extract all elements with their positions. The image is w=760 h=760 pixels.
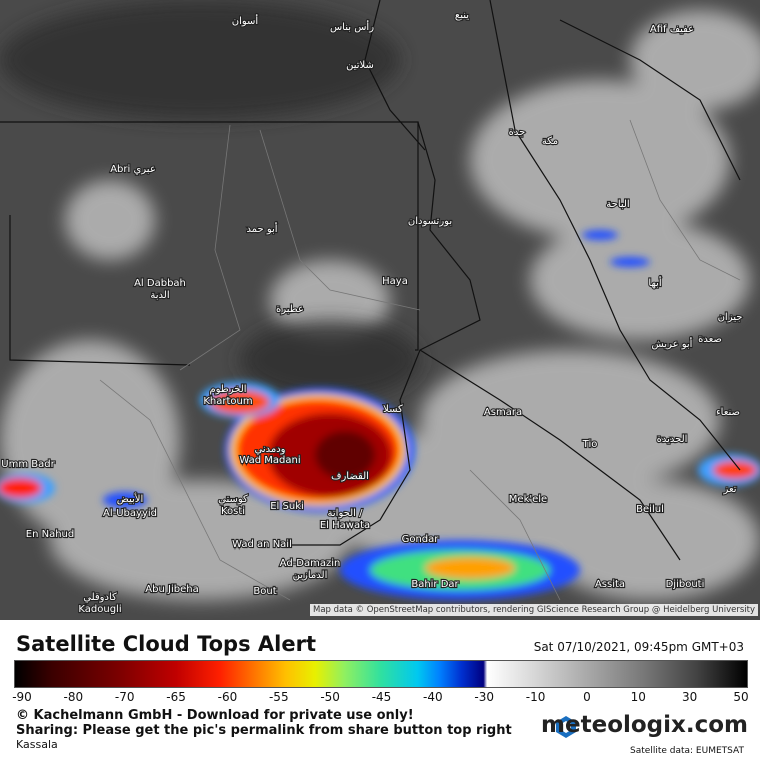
place-label: جدة [509,127,526,138]
place-label: صعدة [698,334,722,345]
timestamp: Sat 07/10/2021, 09:45pm GMT+03 [533,640,744,654]
place-label: Wad an Nail [232,539,292,550]
logo-icon [556,716,576,738]
place-label: Umm Badr [1,459,55,470]
place-label: أسوان [232,14,259,27]
sharing-note: Sharing: Please get the pic's permalink … [16,723,512,738]
scale-tick-label: -45 [371,690,392,704]
place-label: Gondar [402,534,440,545]
color-scale [14,660,748,688]
place-label: Abu Jibeha [145,584,198,595]
place-label: الحواتة / [328,508,364,519]
place-label: رأس بناس [330,20,374,33]
satellite-map: أسوان رأس بناس ينبع شلاتين Afif عفيف Abri عبر… [0,0,760,620]
place-label: القضارف [331,471,369,482]
scale-tick-label: -90 [12,690,32,704]
place-label: Tio [582,439,598,450]
place-label: أبها [648,276,661,289]
place-label: تعز [722,484,736,495]
place-label: صنعاء [716,407,740,418]
legend-panel: Satellite Cloud Tops Alert Sat 07/10/202… [0,620,760,760]
scale-tick-label: 30 [682,690,698,704]
place-label: Assita [595,579,625,590]
scale-tick-label: 10 [630,690,646,704]
place-label: أبو حمد [246,222,277,235]
scale-tick-label: -10 [525,690,546,704]
place-label: كسلا [383,404,403,415]
data-source: Satellite data: EUMETSAT [630,746,744,756]
place-label: Asmara [484,407,522,418]
scale-tick-label: -60 [217,690,238,704]
place-label: جيزان [718,312,743,323]
scale-tick-label: -55 [268,690,289,704]
place-label: مكة [542,136,558,147]
place-label: بورتسودان [408,216,452,227]
place-label: Kadougli [78,604,121,615]
map-attribution: Map data © OpenStreetMap contributors, r… [310,604,758,616]
title: Satellite Cloud Tops Alert [16,632,316,656]
place-label: ينبع [455,10,469,21]
place-label: Afif عفيف [650,24,694,35]
scale-tick-label: 0 [583,690,591,704]
location: Kassala [16,738,58,751]
place-label: Al Dabbah [134,278,186,289]
place-label: Abri عبري [110,164,156,175]
place-label: الباحة [606,199,629,210]
copyright: © Kachelmann GmbH - Download for private… [16,708,414,723]
place-label: كوستي [218,494,248,505]
scale-tick-label: -70 [114,690,135,704]
place-label: El Hawata [320,520,370,531]
scale-tick-label: -30 [474,690,495,704]
scale-tick-label: -65 [166,690,186,704]
place-label: Haya [382,276,408,287]
place-label: Bahir Dar [411,579,459,590]
place-label: الأبيض [117,492,144,505]
place-label: Bout [253,586,276,597]
place-label: Beilul [636,504,664,515]
place-label: Kosti [221,506,245,517]
place-label: Djibouti [666,579,705,590]
place-label: الدبة [150,290,169,301]
scale-tick-label: -40 [423,690,443,704]
place-label: ودمدني [254,444,285,455]
place-label: Mek'ele [509,494,547,505]
place-label: Al-Ubayyid [103,508,157,519]
scale-tick-label: -50 [320,690,340,704]
place-label: Wad Madani [239,455,300,466]
place-label: Ad-Damazin [280,558,341,569]
scale-tick-label: -80 [63,690,84,704]
place-label: عطبرة [276,304,304,315]
place-label: En Nahud [26,529,74,540]
place-label: كادوقلي [83,592,117,603]
place-label: Khartoum [203,396,252,407]
scale-tick-label: 50 [733,690,749,704]
place-label: الدمازين [293,570,328,581]
brand[interactable]: meteologix.com [541,712,748,738]
place-label: شلاتين [346,60,374,71]
place-label: الحديدة [657,434,688,445]
place-label: الخرطوم [209,384,246,395]
place-label: أبو عريش [652,337,693,350]
place-label: El Suki [270,501,304,512]
